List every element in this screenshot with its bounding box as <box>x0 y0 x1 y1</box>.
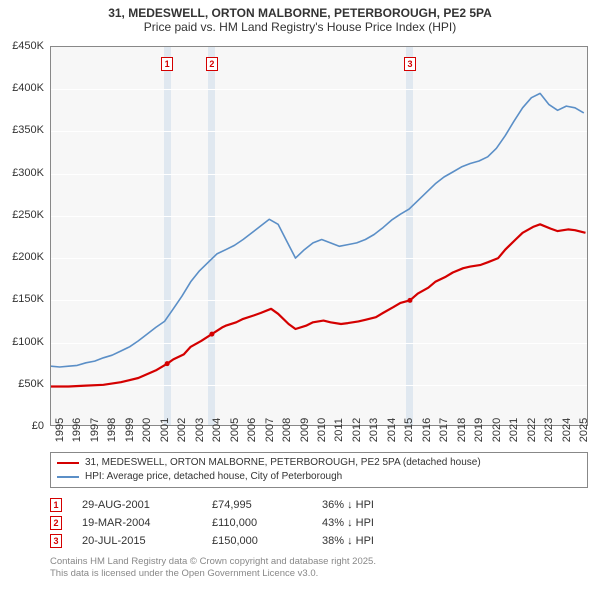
event-price: £110,000 <box>212 517 302 529</box>
event-flag: 3 <box>50 534 62 548</box>
y-tick-label: £400K <box>0 82 44 94</box>
x-tick-label: 1995 <box>54 418 66 442</box>
y-tick-label: £0 <box>0 420 44 432</box>
event-delta: 38% ↓ HPI <box>322 535 422 547</box>
x-tick-label: 2024 <box>561 418 573 442</box>
title-block: 31, MEDESWELL, ORTON MALBORNE, PETERBORO… <box>0 0 600 36</box>
x-tick-label: 2022 <box>526 418 538 442</box>
y-tick-label: £300K <box>0 167 44 179</box>
y-tick-label: £50K <box>0 378 44 390</box>
legend-label: HPI: Average price, detached house, City… <box>85 470 342 484</box>
x-tick-label: 2007 <box>264 418 276 442</box>
x-tick-label: 2017 <box>438 418 450 442</box>
event-delta: 36% ↓ HPI <box>322 499 422 511</box>
x-tick-label: 1996 <box>71 418 83 442</box>
y-tick-label: £100K <box>0 336 44 348</box>
event-flag: 1 <box>50 498 62 512</box>
x-tick-label: 2018 <box>456 418 468 442</box>
event-row: 2 19-MAR-2004 £110,000 43% ↓ HPI <box>50 514 588 532</box>
series-hpi <box>51 93 584 367</box>
x-tick-label: 2023 <box>543 418 555 442</box>
series-marker <box>165 361 170 366</box>
x-tick-label: 1999 <box>124 418 136 442</box>
series-marker <box>407 298 412 303</box>
series-price_paid <box>51 224 586 386</box>
x-tick-label: 2021 <box>508 418 520 442</box>
x-tick-label: 2008 <box>281 418 293 442</box>
x-tick-label: 2006 <box>246 418 258 442</box>
y-tick-label: £200K <box>0 251 44 263</box>
x-tick-label: 2004 <box>211 418 223 442</box>
attribution-line2: This data is licensed under the Open Gov… <box>50 568 588 580</box>
x-tick-label: 2009 <box>299 418 311 442</box>
series-marker <box>209 332 214 337</box>
x-tick-label: 2025 <box>578 418 590 442</box>
x-tick-label: 2011 <box>333 418 345 442</box>
x-tick-label: 1998 <box>106 418 118 442</box>
y-tick-label: £350K <box>0 124 44 136</box>
x-tick-label: 2012 <box>351 418 363 442</box>
event-price: £74,995 <box>212 499 302 511</box>
attribution: Contains HM Land Registry data © Crown c… <box>50 556 588 580</box>
event-row: 3 20-JUL-2015 £150,000 38% ↓ HPI <box>50 532 588 550</box>
event-date: 19-MAR-2004 <box>82 517 192 529</box>
x-tick-label: 2013 <box>368 418 380 442</box>
title-line2: Price paid vs. HM Land Registry's House … <box>10 20 590 34</box>
x-tick-label: 2019 <box>473 418 485 442</box>
title-line1: 31, MEDESWELL, ORTON MALBORNE, PETERBORO… <box>10 6 590 20</box>
event-date: 29-AUG-2001 <box>82 499 192 511</box>
legend: 31, MEDESWELL, ORTON MALBORNE, PETERBORO… <box>50 452 588 488</box>
legend-swatch <box>57 476 79 478</box>
x-tick-label: 2015 <box>403 418 415 442</box>
chart-flag: 3 <box>404 57 416 71</box>
x-tick-label: 2002 <box>176 418 188 442</box>
events-table: 1 29-AUG-2001 £74,995 36% ↓ HPI 2 19-MAR-2004… <box>50 496 588 550</box>
x-tick-label: 2014 <box>386 418 398 442</box>
event-date: 20-JUL-2015 <box>82 535 192 547</box>
attribution-line1: Contains HM Land Registry data © Crown c… <box>50 556 588 568</box>
x-tick-label: 2000 <box>141 418 153 442</box>
chart-area: 123 £0£50K£100K£150K£200K£250K£300K£350K… <box>50 46 588 426</box>
legend-row: HPI: Average price, detached house, City… <box>57 470 581 484</box>
x-tick-label: 2020 <box>491 418 503 442</box>
event-flag: 2 <box>50 516 62 530</box>
x-tick-label: 2001 <box>159 418 171 442</box>
event-row: 1 29-AUG-2001 £74,995 36% ↓ HPI <box>50 496 588 514</box>
plot-area: 1 2 3 <box>50 46 588 426</box>
legend-label: 31, MEDESWELL, ORTON MALBORNE, PETERBORO… <box>85 456 481 470</box>
x-tick-label: 2010 <box>316 418 328 442</box>
x-tick-label: 2005 <box>229 418 241 442</box>
x-tick-label: 1997 <box>89 418 101 442</box>
event-price: £150,000 <box>212 535 302 547</box>
chart-flag: 2 <box>206 57 218 71</box>
legend-row: 31, MEDESWELL, ORTON MALBORNE, PETERBORO… <box>57 456 581 470</box>
y-tick-label: £450K <box>0 40 44 52</box>
series-svg <box>51 47 589 427</box>
chart-flag: 1 <box>161 57 173 71</box>
y-tick-label: £250K <box>0 209 44 221</box>
event-delta: 43% ↓ HPI <box>322 517 422 529</box>
x-tick-label: 2016 <box>421 418 433 442</box>
x-tick-label: 2003 <box>194 418 206 442</box>
y-tick-label: £150K <box>0 293 44 305</box>
legend-swatch <box>57 462 79 464</box>
chart-container: 31, MEDESWELL, ORTON MALBORNE, PETERBORO… <box>0 0 600 590</box>
